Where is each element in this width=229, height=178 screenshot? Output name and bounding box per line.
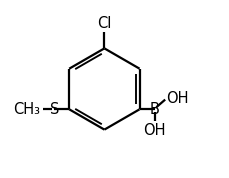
Text: OH: OH (143, 123, 165, 138)
Text: B: B (149, 102, 159, 117)
Text: OH: OH (166, 91, 188, 106)
Text: S: S (49, 102, 59, 117)
Text: CH₃: CH₃ (13, 102, 40, 117)
Text: Cl: Cl (97, 16, 111, 31)
